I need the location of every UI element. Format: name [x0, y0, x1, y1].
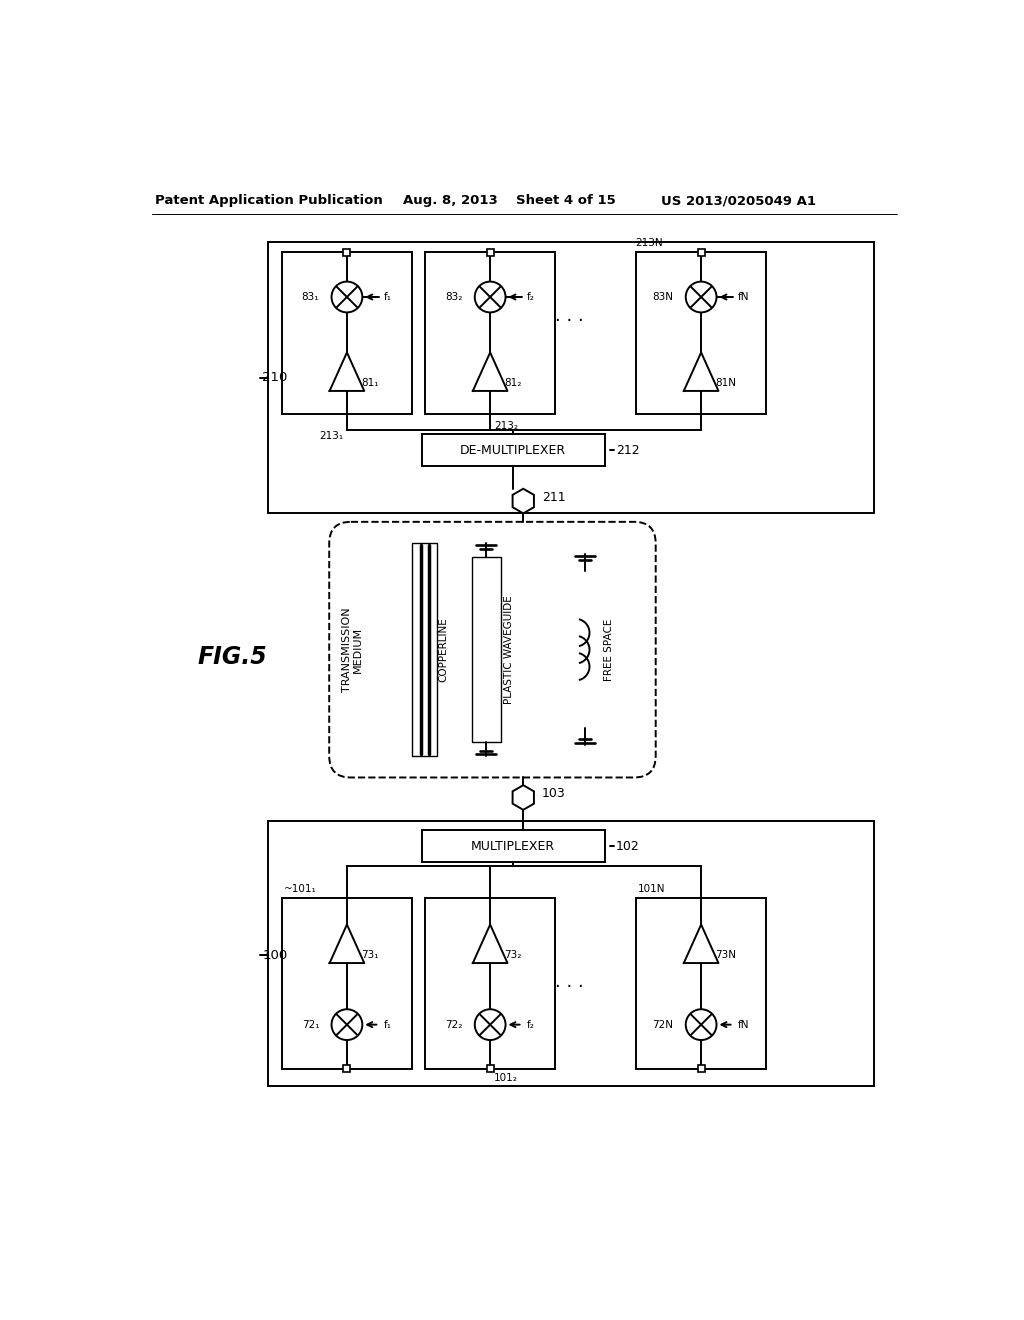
Text: 102: 102	[615, 840, 639, 853]
Text: 72N: 72N	[652, 1019, 674, 1030]
Bar	[486, 249, 494, 256]
Text: Patent Application Publication: Patent Application Publication	[156, 194, 383, 207]
Text: . . .: . . .	[555, 973, 584, 991]
Text: 212: 212	[615, 444, 639, 457]
Text: 83N: 83N	[652, 292, 674, 302]
Text: 213₁: 213₁	[318, 432, 343, 441]
Circle shape	[686, 281, 717, 313]
Text: DE-MULTIPLEXER: DE-MULTIPLEXER	[460, 444, 566, 457]
Bar	[267, 821, 874, 1086]
Text: COPPERLINE: COPPERLINE	[438, 618, 449, 682]
Text: 73₁: 73₁	[360, 949, 378, 960]
Bar	[413, 544, 437, 756]
Text: 210: 210	[262, 371, 288, 384]
Bar	[422, 830, 605, 862]
Polygon shape	[513, 785, 534, 810]
Circle shape	[332, 1010, 362, 1040]
Polygon shape	[513, 488, 534, 513]
Text: f₂: f₂	[527, 292, 535, 302]
Text: 83₁: 83₁	[302, 292, 319, 302]
Bar	[343, 1065, 350, 1072]
Text: 83₂: 83₂	[445, 292, 463, 302]
Text: 103: 103	[542, 787, 565, 800]
Bar	[472, 557, 501, 742]
Bar	[267, 242, 874, 512]
Text: 73₂: 73₂	[504, 949, 521, 960]
Bar	[422, 434, 605, 466]
Text: 81N: 81N	[715, 379, 736, 388]
Text: f₁: f₁	[384, 1019, 392, 1030]
Text: Sheet 4 of 15: Sheet 4 of 15	[516, 194, 615, 207]
Text: 213N: 213N	[635, 239, 663, 248]
Text: f₁: f₁	[384, 292, 392, 302]
Text: . . .: . . .	[555, 308, 584, 325]
Text: ~101₁: ~101₁	[284, 884, 316, 894]
Text: TRANSMISSION
MEDIUM: TRANSMISSION MEDIUM	[342, 607, 364, 692]
Bar	[486, 1065, 494, 1072]
Text: US 2013/0205049 A1: US 2013/0205049 A1	[662, 194, 816, 207]
Bar	[697, 1065, 705, 1072]
Bar	[283, 252, 412, 414]
Text: 73N: 73N	[715, 949, 736, 960]
Text: 213₂: 213₂	[494, 421, 518, 430]
Text: f₂: f₂	[527, 1019, 535, 1030]
Bar	[637, 898, 766, 1069]
Text: fN: fN	[738, 1019, 750, 1030]
Text: Aug. 8, 2013: Aug. 8, 2013	[402, 194, 498, 207]
Text: 100: 100	[262, 949, 288, 962]
Text: 72₁: 72₁	[302, 1019, 319, 1030]
Circle shape	[475, 1010, 506, 1040]
FancyBboxPatch shape	[330, 521, 655, 777]
Bar	[343, 249, 350, 256]
Text: fN: fN	[738, 292, 750, 302]
Text: FREE SPACE: FREE SPACE	[604, 619, 614, 681]
Text: 81₁: 81₁	[360, 379, 378, 388]
Bar	[637, 252, 766, 414]
Bar	[283, 898, 412, 1069]
Circle shape	[686, 1010, 717, 1040]
Circle shape	[475, 281, 506, 313]
Text: 81₂: 81₂	[504, 379, 521, 388]
Text: MULTIPLEXER: MULTIPLEXER	[471, 840, 555, 853]
Bar	[697, 249, 705, 256]
Text: 101N: 101N	[638, 884, 666, 894]
Circle shape	[332, 281, 362, 313]
Text: FIG.5: FIG.5	[198, 645, 267, 669]
Bar	[425, 898, 555, 1069]
Text: 101₂: 101₂	[494, 1073, 518, 1082]
Text: 72₂: 72₂	[445, 1019, 463, 1030]
Bar	[425, 252, 555, 414]
Text: PLASTIC WAVEGUIDE: PLASTIC WAVEGUIDE	[504, 595, 514, 704]
Text: 211: 211	[542, 491, 565, 504]
